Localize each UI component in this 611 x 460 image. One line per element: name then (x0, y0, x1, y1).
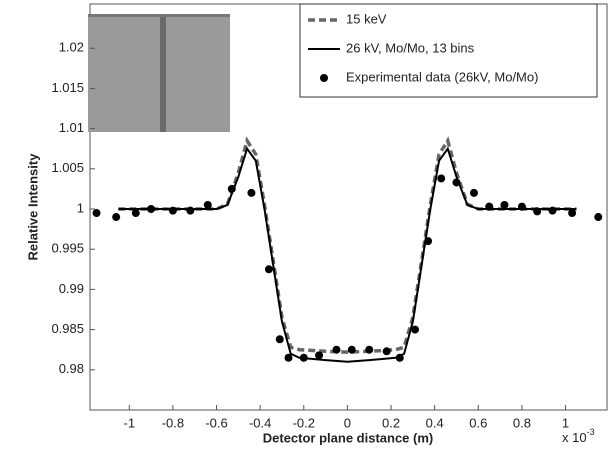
data-point (147, 205, 156, 214)
y-tick-label: 0.995 (51, 241, 84, 256)
legend-marker (320, 74, 328, 82)
y-axis-label: Relative Intensity (25, 153, 40, 261)
x-tick-label: 0.8 (513, 415, 531, 430)
data-point (517, 202, 526, 211)
data-point (332, 345, 341, 354)
y-tick-label: 0.99 (59, 281, 84, 296)
data-point (315, 351, 324, 360)
y-tick-label: 1.01 (59, 120, 84, 135)
y-tick-label: 1.005 (51, 160, 84, 175)
y-tick-label: 1 (77, 200, 84, 215)
data-point (568, 209, 577, 218)
data-point (203, 200, 212, 209)
data-point (168, 206, 177, 215)
y-tick-label: 1.02 (59, 40, 84, 55)
data-point (437, 174, 446, 183)
data-point (382, 347, 391, 356)
data-point (247, 188, 256, 197)
data-point (131, 209, 140, 218)
series-line (118, 136, 577, 354)
legend-box (299, 3, 598, 98)
data-point (186, 206, 195, 215)
data-point (365, 345, 374, 354)
data-point (485, 202, 494, 211)
x-multiplier-exponent: -3 (587, 427, 595, 437)
x-tick-label: 1 (562, 415, 569, 430)
x-tick-label: -0.6 (205, 415, 227, 430)
x-tick-label: -0.4 (249, 415, 271, 430)
legend-label: 15 keV (346, 11, 387, 26)
x-tick-label: 0.4 (426, 415, 444, 430)
x-tick-label: -0.8 (162, 415, 184, 430)
legend-label: 26 kV, Mo/Mo, 13 bins (346, 40, 475, 55)
data-point (594, 213, 603, 222)
x-tick-label: 0 (344, 415, 351, 430)
series-line (118, 146, 577, 363)
data-point (264, 265, 273, 274)
data-point (424, 237, 433, 246)
data-point (548, 206, 557, 215)
data-point (395, 353, 404, 362)
y-tick-label: 0.98 (59, 361, 84, 376)
data-point (227, 184, 236, 193)
inset-image (88, 14, 230, 132)
data-point (411, 325, 420, 334)
x-tick-label: -1 (123, 415, 135, 430)
y-tick-label: 1.015 (51, 80, 84, 95)
legend-label: Experimental data (26kV, Mo/Mo) (346, 69, 538, 84)
data-point (112, 213, 121, 222)
x-tick-label: 0.2 (382, 415, 400, 430)
y-tick-label: 0.985 (51, 321, 84, 336)
data-point (500, 200, 509, 209)
data-point (347, 345, 356, 354)
data-point (533, 207, 542, 216)
data-point (284, 353, 293, 362)
x-axis-label: Detector plane distance (m) (263, 430, 434, 445)
data-point (92, 209, 101, 218)
x-multiplier: x 10-3 (562, 427, 595, 445)
data-point (469, 188, 478, 197)
data-point (275, 335, 284, 344)
x-multiplier-base: x 10 (562, 430, 587, 445)
data-point (452, 178, 461, 187)
x-tick-label: -0.2 (293, 415, 315, 430)
data-point (299, 353, 308, 362)
x-tick-label: 0.6 (469, 415, 487, 430)
